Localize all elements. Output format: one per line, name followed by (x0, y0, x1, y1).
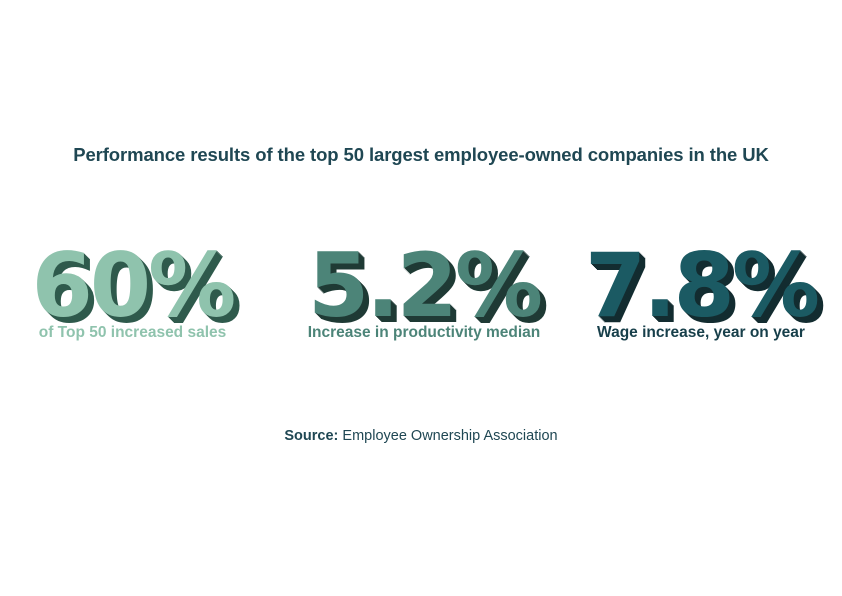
stat-label: Increase in productivity median (307, 324, 541, 341)
source-note: Source: Employee Ownership Association (0, 428, 842, 444)
stat-label: of Top 50 increased sales (38, 324, 227, 341)
stat-value: 7.8% (585, 234, 820, 337)
stat-value: 5.2% (307, 234, 543, 337)
source-prefix: Source: (284, 428, 339, 444)
stat-value: 60% (31, 234, 237, 337)
source-text: Employee Ownership Association (342, 428, 558, 444)
stat-productivity: 5.2% Increase in productivity median (300, 240, 548, 342)
stat-sales: 60% of Top 50 increased sales (20, 240, 245, 342)
page-title: Performance results of the top 50 larges… (73, 144, 769, 165)
stat-wage: 7.8% Wage increase, year on year (585, 234, 820, 342)
stat-label: Wage increase, year on year (597, 324, 805, 341)
